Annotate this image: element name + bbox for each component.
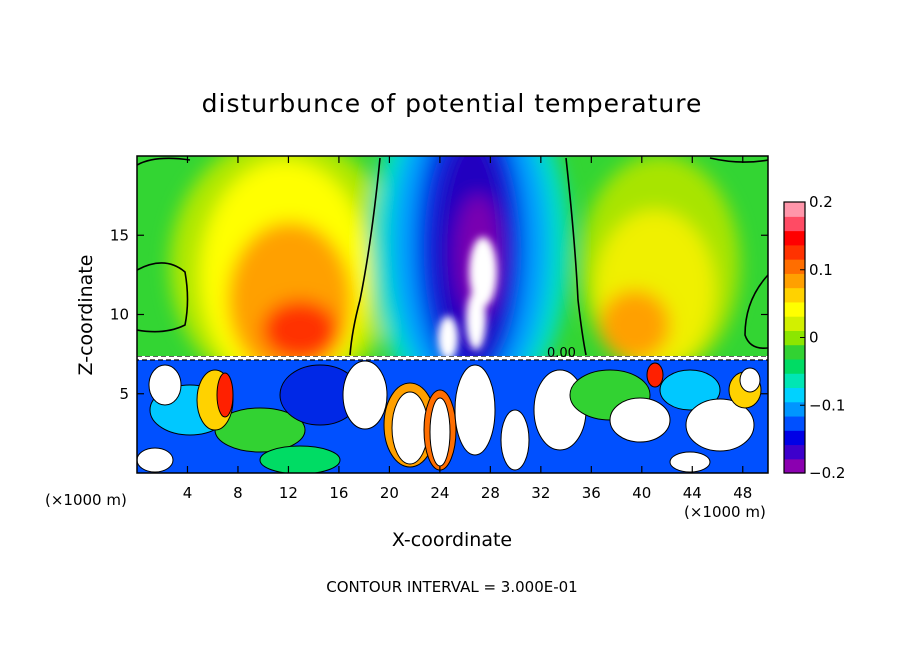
x-tick-label: 24	[430, 484, 449, 502]
colorbar-swatch	[784, 301, 805, 317]
x-unit-right: (×1000 m)	[684, 503, 766, 521]
white-patch-j	[137, 447, 174, 473]
colorbar-swatch	[784, 344, 805, 360]
zero-contour-column-left	[349, 157, 381, 356]
colorbar-tick-label: −0.1	[809, 396, 845, 414]
white-patch-i	[739, 367, 761, 393]
colorbar-tick-label: 0.1	[809, 261, 833, 279]
x-tick-label: 32	[531, 484, 550, 502]
zero-contour-left	[137, 157, 191, 166]
x-tick-label: 28	[481, 484, 500, 502]
colorbar-tick-label: −0.2	[809, 464, 845, 482]
zero-contour-top-right	[709, 157, 768, 163]
colorbar-ticks: 0.2 0.1 0 −0.1 −0.2	[800, 193, 845, 482]
colorbar-swatch	[784, 244, 805, 260]
colorbar-swatch	[784, 202, 805, 217]
core-whites	[438, 237, 497, 360]
colorbar-tick-label: 0	[809, 329, 819, 347]
green-patch-c	[259, 445, 341, 473]
white-patch-d	[454, 364, 496, 456]
x-axis-ticks: 4 8 12 16 20 24 28 32 36 40 44 48	[183, 156, 752, 502]
chart-title: disturbunce of potential temperature	[202, 89, 703, 118]
colorbar-swatch	[784, 230, 805, 246]
y-tick-label: 10	[110, 306, 129, 324]
red-patch	[216, 372, 234, 418]
colorbar-swatch	[784, 401, 805, 417]
right-lobe-orange	[600, 290, 670, 360]
white-patch-e	[500, 409, 530, 471]
core-white-mid	[466, 290, 486, 350]
colorbar-swatch	[784, 287, 805, 303]
x-axis-title: X-coordinate	[392, 529, 512, 551]
x-tick-label: 4	[183, 484, 193, 502]
colorbar-tick-label: 0.2	[809, 193, 833, 211]
y-tick-label: 5	[119, 385, 129, 403]
core-white-left	[438, 316, 458, 360]
x-tick-label: 12	[279, 484, 298, 502]
colorbar-swatch	[784, 316, 805, 331]
x-tick-label: 8	[233, 484, 243, 502]
white-patch-a	[342, 360, 388, 430]
x-tick-label: 20	[380, 484, 399, 502]
plot-area	[137, 156, 768, 473]
x-tick-label: 36	[582, 484, 601, 502]
x-tick-label: 16	[329, 484, 348, 502]
colorbar-swatch	[784, 273, 805, 289]
white-patch-g	[609, 397, 671, 443]
colorbar-swatch	[784, 358, 805, 374]
white-patch-left	[148, 364, 182, 406]
colorbar-swatch	[784, 415, 805, 431]
colorbar-swatch	[784, 387, 805, 403]
colorbar-swatch	[784, 259, 805, 274]
colorbar-swatch	[784, 444, 805, 460]
cyan-patch-b	[659, 369, 721, 411]
upper-contours	[137, 157, 768, 356]
white-patch-c	[429, 397, 451, 467]
contour-label-upper: 0.00	[547, 346, 576, 361]
white-patch-k	[669, 451, 711, 473]
colorbar	[784, 202, 805, 474]
y-axis-ticks: 5 10 15	[110, 226, 768, 403]
red-patch-b	[646, 362, 664, 388]
colorbar-swatch	[784, 216, 805, 232]
zero-contour-column-right	[565, 157, 587, 356]
x-tick-label: 40	[632, 484, 651, 502]
layer-top-band	[137, 356, 768, 361]
left-lobe-red	[262, 300, 338, 360]
x-tick-label: 44	[683, 484, 702, 502]
y-axis-title: Z-coordinate	[75, 255, 97, 376]
turbulent-patches	[137, 360, 762, 473]
colorbar-swatch	[784, 330, 805, 346]
turbulent-layer	[137, 356, 768, 473]
zero-contour-edge-right	[744, 274, 768, 350]
contour-interval-note: CONTOUR INTERVAL = 3.000E-01	[326, 578, 577, 596]
x-tick-label: 48	[733, 484, 752, 502]
colorbar-swatch	[784, 458, 805, 474]
y-tick-label: 15	[110, 226, 129, 244]
white-patch-b	[391, 391, 429, 465]
colorbar-swatch	[784, 430, 805, 446]
zero-contour-edge-left	[137, 262, 189, 333]
core-white-top	[469, 237, 497, 307]
x-unit-left: (×1000 m)	[45, 491, 127, 509]
colorbar-swatch	[784, 373, 805, 389]
white-patch-h	[685, 398, 755, 452]
